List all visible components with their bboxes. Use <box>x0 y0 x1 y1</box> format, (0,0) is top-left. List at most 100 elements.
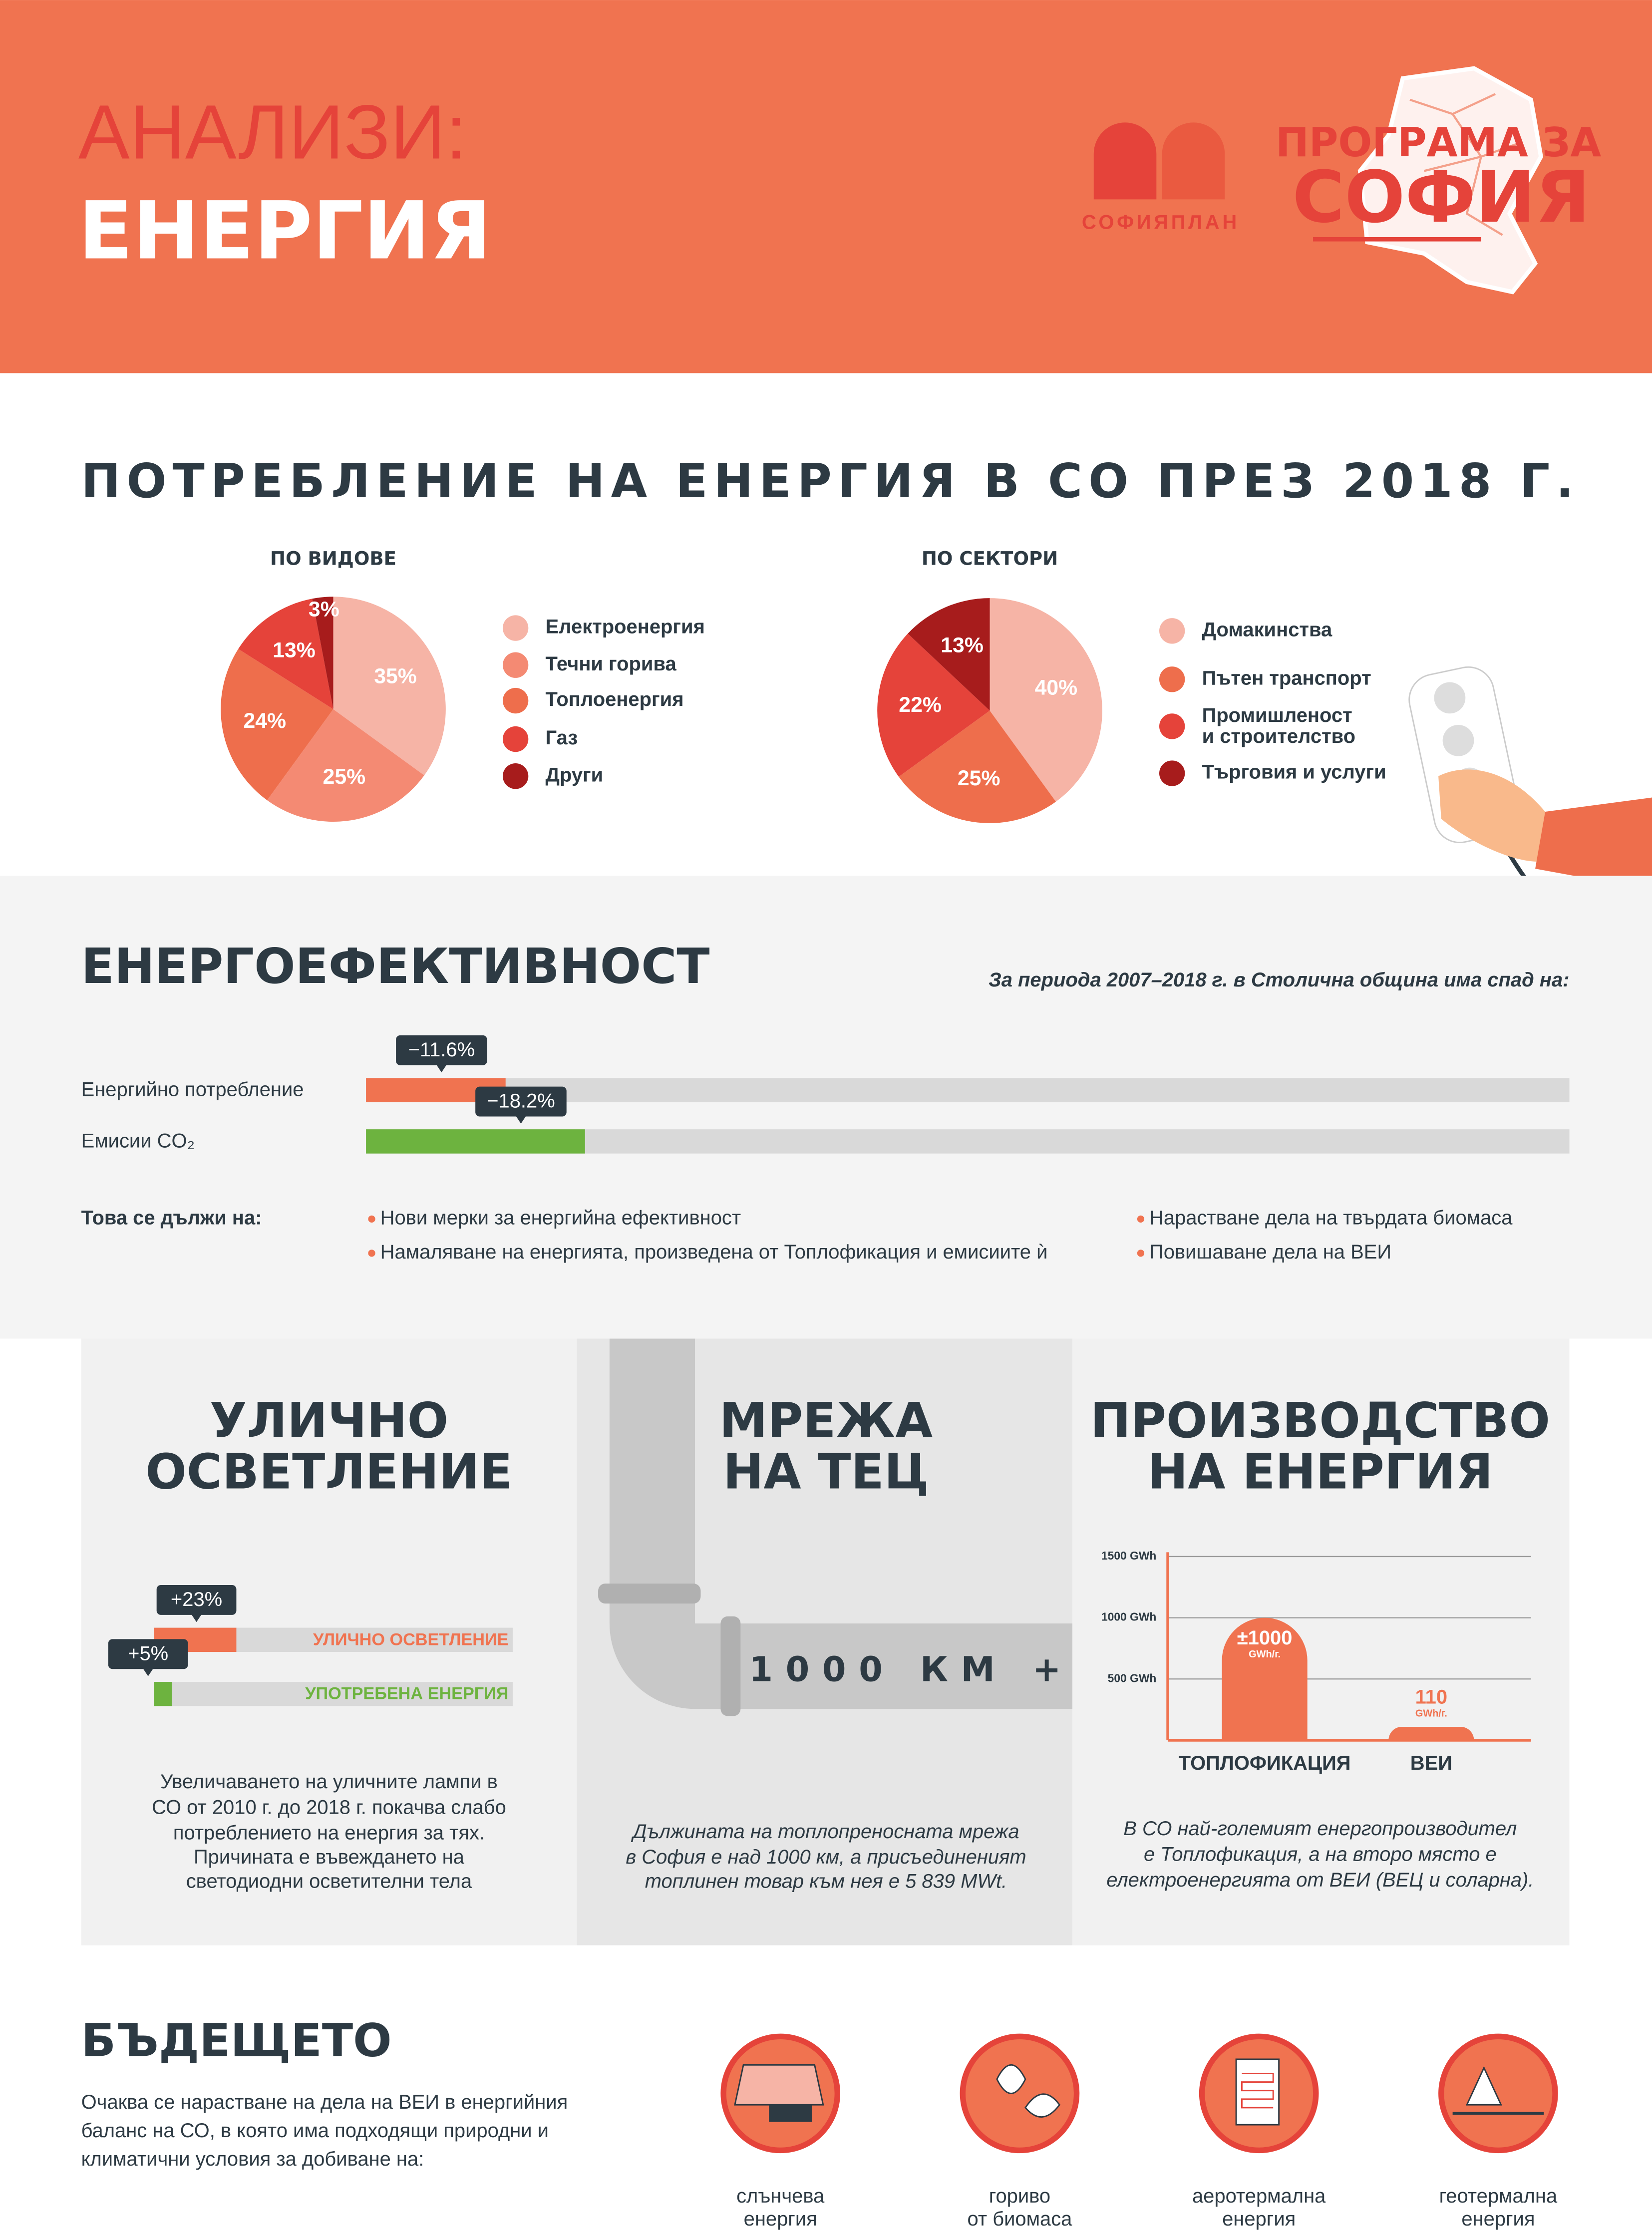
callout-pointer <box>191 1613 202 1622</box>
legend-label: Пътен транспорт <box>1202 667 1371 689</box>
panel-title: УЛИЧНО <box>210 1392 448 1449</box>
plug-illustration <box>1408 666 1652 984</box>
bar <box>154 1681 172 1706</box>
panel-title: ПРОИЗВОДСТВО <box>1090 1392 1550 1449</box>
reason: Нарастване дела на твърдата биомаса <box>1149 1207 1513 1229</box>
legend-swatch <box>1159 618 1185 644</box>
callout <box>396 1035 487 1065</box>
callout-pointer <box>142 1667 154 1676</box>
pie-slice <box>312 597 333 709</box>
source-label: геотермална <box>1439 2185 1558 2207</box>
bullet <box>368 1250 375 1257</box>
legend-label: Промишленост и строителство <box>1202 704 1355 747</box>
panel-text: Причината е въвеждането на <box>194 1846 465 1868</box>
callout <box>475 1086 567 1117</box>
slice-label: 22% <box>899 693 942 717</box>
efficiency-note: За периода 2007–2018 г. в Столична общин… <box>989 969 1569 991</box>
value-label: +23% <box>171 1589 222 1610</box>
source-label: слънчева <box>736 2185 825 2207</box>
bar <box>1222 1617 1308 1740</box>
bar-track <box>154 1681 513 1706</box>
y-tick-label: 500 GWh <box>1108 1671 1157 1684</box>
pipe-illustration <box>598 1338 1072 1716</box>
value-unit: GWh/г. <box>1415 1708 1447 1719</box>
panel-text: топлинен товар към нея е 5 839 MWt. <box>645 1871 1007 1893</box>
value-unit: GWh/г. <box>1249 1649 1281 1660</box>
slice-label: 35% <box>374 664 417 688</box>
panel-text: е Топлофикация, а на второ място е <box>1144 1844 1497 1866</box>
callout-pointer <box>435 1063 447 1073</box>
bar-label: Емисии CO₂ <box>81 1130 195 1152</box>
panel-text: в София е над 1000 км, а присъединеният <box>626 1846 1026 1868</box>
future-text: климатични условия за добиване на: <box>81 2148 424 2170</box>
section-title: ПОТРЕБЛЕНИЕ НА ЕНЕРГИЯ В СО ПРЕЗ 2018 Г. <box>81 454 1574 509</box>
legend-swatch <box>502 652 529 678</box>
panel-title: НА ТЕЦ <box>723 1444 929 1500</box>
source-label: енергия <box>1222 2208 1296 2230</box>
callout <box>108 1639 188 1669</box>
slice-label: 3% <box>309 598 339 622</box>
network-highlight: 1000 КМ + <box>749 1650 1074 1690</box>
pie-slice <box>238 599 333 709</box>
panel-text: В СО най-големият енергопроизводител <box>1123 1818 1517 1840</box>
value-label: −18.2% <box>487 1090 555 1112</box>
reason: Повишаване дела на ВЕИ <box>1149 1241 1391 1263</box>
future-text: баланс на СО, в която има подходящи прир… <box>81 2120 549 2142</box>
y-tick-label: 1500 GWh <box>1101 1549 1156 1562</box>
pie-slice <box>908 598 990 711</box>
legend-label: Други <box>546 764 604 786</box>
panel-title: НА ЕНЕРГИЯ <box>1147 1444 1493 1500</box>
header-subtitle: ЕНЕРГИЯ <box>78 185 491 278</box>
source-label: аеротермална <box>1192 2185 1326 2207</box>
legend-swatch <box>502 763 529 789</box>
source-label: гориво <box>989 2185 1050 2207</box>
header-title: АНАЛИЗИ: <box>78 89 467 175</box>
legend-swatch <box>1159 666 1185 692</box>
reason: Нови мерки за енергийна ефективност <box>380 1207 741 1229</box>
pie-slice <box>899 710 1056 823</box>
bar-label: Енергийно потребление <box>81 1079 304 1101</box>
source-label: енергия <box>744 2208 817 2230</box>
sofiaplan-logo <box>1093 122 1225 200</box>
reason: Намаляване на енергията, произведена от … <box>380 1241 1048 1263</box>
pie-slice <box>877 634 990 777</box>
pie-slice <box>221 648 333 800</box>
callout <box>156 1585 237 1615</box>
pie-slice <box>990 598 1102 802</box>
sofia-map <box>1357 66 1543 295</box>
callout-pointer <box>515 1115 527 1124</box>
reasons-label: Това се дължи на: <box>81 1207 262 1229</box>
legend-swatch <box>1159 760 1185 786</box>
bar <box>1388 1726 1474 1740</box>
bar <box>366 1129 585 1154</box>
legend-swatch <box>502 615 529 641</box>
pie-slice <box>267 709 424 822</box>
x-tick-label: ТОПЛОФИКАЦИЯ <box>1179 1752 1351 1774</box>
bullet <box>1137 1250 1145 1257</box>
slice-label: 40% <box>1035 676 1078 700</box>
efficiency-bg <box>0 876 1652 1339</box>
value-label: +5% <box>128 1642 168 1664</box>
pie-title: ПО ВИДОВЕ <box>270 548 396 570</box>
panel-text: СО от 2010 г. до 2018 г. покачва слабо <box>152 1796 506 1818</box>
logo-right-line-1: ПРОГРАМА ЗА <box>1276 119 1601 166</box>
bar-track <box>366 1078 1570 1102</box>
slice-label: 24% <box>243 709 286 733</box>
future-title: БЪДЕЩЕТО <box>81 2013 392 2067</box>
efficiency-title: ЕНЕРГОЕФЕКТИВНОСТ <box>81 938 710 994</box>
legend-swatch <box>502 726 529 752</box>
value-label: ±1000 <box>1237 1627 1293 1649</box>
value-label: 110 <box>1415 1686 1447 1708</box>
panel-text: потреблението на енергия за тях. <box>173 1822 485 1844</box>
legend-label: Електроенергия <box>546 616 705 638</box>
bullet <box>368 1215 375 1223</box>
source-label: енергия <box>1461 2208 1535 2230</box>
logo-left: СОФИЯПЛАН <box>1082 211 1240 233</box>
bar-label: УПОТРЕБЕНА ЕНЕРГИЯ <box>305 1684 508 1703</box>
legend-label: Газ <box>546 727 578 749</box>
slice-label: 25% <box>958 766 1000 790</box>
legend-label: Домакинства <box>1202 619 1332 640</box>
panel-bg <box>1072 1338 1570 1945</box>
slice-label: 13% <box>941 634 984 657</box>
